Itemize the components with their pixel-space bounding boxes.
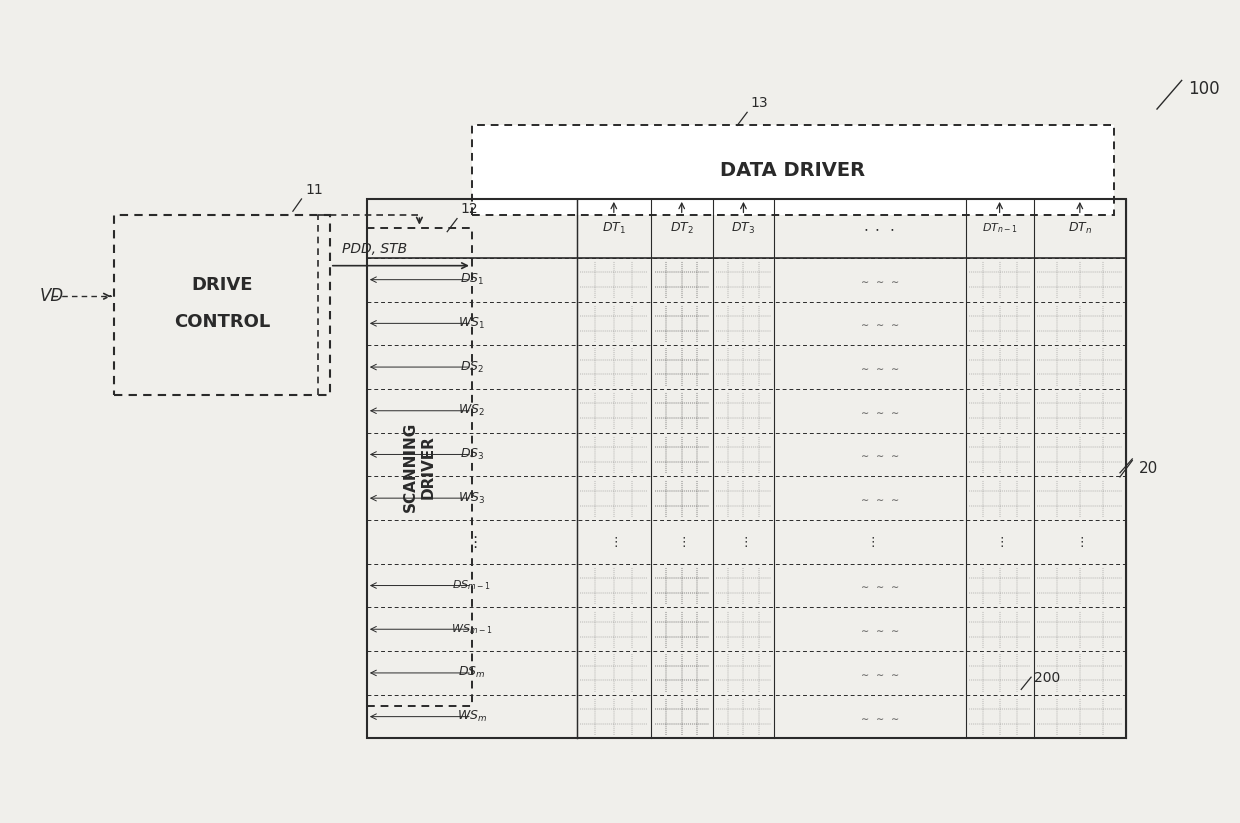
Text: 13: 13	[751, 95, 769, 109]
Text: $DT_1$: $DT_1$	[601, 221, 626, 236]
Text: $\vdots$: $\vdots$	[996, 535, 1004, 549]
Text: 12: 12	[461, 202, 479, 216]
Text: $WS_m$: $WS_m$	[456, 709, 487, 724]
Text: $\vdots$: $\vdots$	[866, 535, 874, 549]
Text: $\sim\;\sim\;\sim$: $\sim\;\sim\;\sim$	[859, 624, 899, 635]
Text: $\sim\;\sim\;\sim$: $\sim\;\sim\;\sim$	[859, 668, 899, 678]
Bar	[472, 125, 1114, 216]
Text: $DT_n$: $DT_n$	[1068, 221, 1092, 236]
Text: $WS_{m-1}$: $WS_{m-1}$	[451, 622, 492, 636]
Text: $DT_3$: $DT_3$	[732, 221, 755, 236]
Text: CONTROL: CONTROL	[174, 313, 270, 331]
Text: 200: 200	[1033, 672, 1060, 686]
Text: $\sim\;\sim\;\sim$: $\sim\;\sim\;\sim$	[859, 406, 899, 416]
Text: $DS_3$: $DS_3$	[460, 447, 484, 462]
Text: $\sim\;\sim\;\sim$: $\sim\;\sim\;\sim$	[859, 712, 899, 722]
Text: $\sim\;\sim\;\sim$: $\sim\;\sim\;\sim$	[859, 319, 899, 328]
Text: 11: 11	[305, 183, 322, 197]
Text: SCANNING
DRIVER: SCANNING DRIVER	[403, 421, 435, 512]
Bar	[114, 216, 330, 395]
Text: $DS_2$: $DS_2$	[460, 360, 484, 374]
Bar	[367, 228, 472, 706]
Text: $DS_{m-1}$: $DS_{m-1}$	[453, 579, 491, 593]
Text: $DS_1$: $DS_1$	[460, 272, 484, 287]
Text: VD: VD	[40, 287, 64, 305]
Text: $\vdots$: $\vdots$	[1075, 535, 1084, 549]
Text: $DT_{n-1}$: $DT_{n-1}$	[982, 221, 1018, 235]
Text: DRIVE: DRIVE	[191, 276, 253, 294]
Text: $\vdots$: $\vdots$	[739, 535, 748, 549]
Text: $\sim\;\sim\;\sim$: $\sim\;\sim\;\sim$	[859, 449, 899, 459]
Bar	[367, 199, 1126, 738]
Text: DATA DRIVER: DATA DRIVER	[720, 160, 866, 180]
Text: $\sim\;\sim\;\sim$: $\sim\;\sim\;\sim$	[859, 580, 899, 591]
Text: $\cdot\;\cdot\;\cdot$: $\cdot\;\cdot\;\cdot$	[863, 221, 895, 236]
Text: $\sim\;\sim\;\sim$: $\sim\;\sim\;\sim$	[859, 275, 899, 285]
Text: $\vdots$: $\vdots$	[677, 535, 686, 549]
Text: $DS_m$: $DS_m$	[458, 665, 486, 681]
Text: PDD, STB: PDD, STB	[342, 242, 408, 256]
Text: $\sim\;\sim\;\sim$: $\sim\;\sim\;\sim$	[859, 362, 899, 372]
Text: $WS_1$: $WS_1$	[459, 316, 485, 331]
Text: 20: 20	[1138, 461, 1158, 477]
Text: $DT_2$: $DT_2$	[670, 221, 693, 236]
Text: 100: 100	[1188, 80, 1219, 98]
Text: $WS_2$: $WS_2$	[459, 403, 485, 418]
Text: $\sim\;\sim\;\sim$: $\sim\;\sim\;\sim$	[859, 493, 899, 503]
Text: $WS_3$: $WS_3$	[459, 491, 485, 505]
Text: $\vdots$: $\vdots$	[609, 535, 619, 549]
Bar	[472, 125, 1114, 216]
Text: $\vdots$: $\vdots$	[466, 534, 477, 550]
